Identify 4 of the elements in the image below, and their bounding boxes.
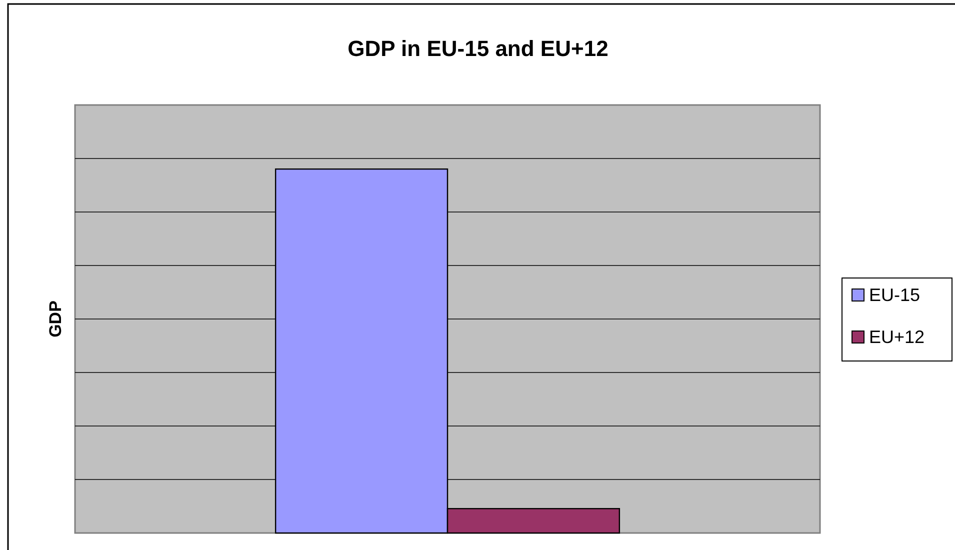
legend-label: EU+12 <box>869 327 925 347</box>
chart-title: GDP in EU-15 and EU+12 <box>348 36 608 61</box>
legend-label: EU-15 <box>869 285 920 305</box>
y-axis-title: GDP <box>46 300 65 338</box>
